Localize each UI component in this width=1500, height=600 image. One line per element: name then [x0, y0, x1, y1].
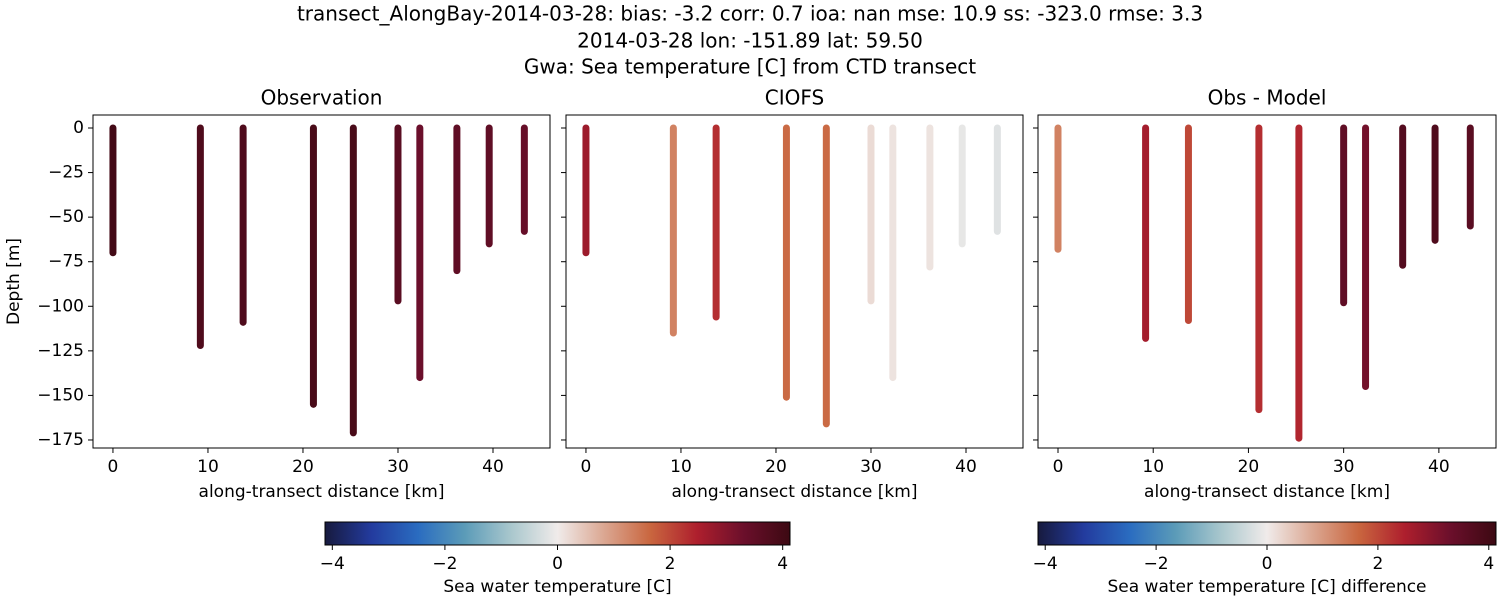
- x-axis-label: along-transect distance [km]: [199, 482, 445, 502]
- colorbar: [1037, 521, 1497, 546]
- figure-subtitle: 2014-03-28 lon: -151.89 lat: 59.50: [577, 29, 923, 53]
- x-tick-label: 10: [197, 457, 219, 477]
- panel-frame: [92, 114, 551, 449]
- colorbar-tick-label: 2: [665, 554, 676, 574]
- x-tick-label: 40: [955, 457, 977, 477]
- x-tick-label: 20: [765, 457, 787, 477]
- x-axis-label: along-transect distance [km]: [1144, 482, 1390, 502]
- colorbar-label: Sea water temperature [C] difference: [1107, 577, 1426, 597]
- profiles: [1054, 124, 1474, 442]
- colorbar-tick-label: 2: [1372, 554, 1383, 574]
- y-tick-label: −125: [37, 341, 84, 361]
- x-tick-label: 0: [1053, 457, 1064, 477]
- x-tick-label: 40: [482, 457, 504, 477]
- panel-frame: [565, 114, 1024, 449]
- colorbar-tick-label: −4: [320, 554, 345, 574]
- figure-subtitle: Gwa: Sea temperature [C] from CTD transe…: [524, 55, 976, 79]
- x-tick-label: 0: [108, 457, 119, 477]
- colorbar-tick-label: 4: [777, 554, 788, 574]
- y-tick-label: −175: [37, 430, 84, 450]
- panel-frame: [1037, 114, 1497, 449]
- panel-title: CIOFS: [765, 86, 824, 110]
- colorbar-tick-label: 0: [1262, 554, 1273, 574]
- colorbar-tick-label: −2: [432, 554, 457, 574]
- y-tick-label: −100: [37, 296, 84, 316]
- x-tick-label: 0: [581, 457, 592, 477]
- profiles: [109, 124, 528, 437]
- panel-title: Observation: [261, 86, 383, 110]
- colorbar-tick-label: 0: [552, 554, 563, 574]
- x-tick-label: 20: [292, 457, 314, 477]
- y-tick-label: 0: [73, 118, 84, 138]
- colorbar-tick-label: −4: [1033, 554, 1058, 574]
- x-tick-label: 20: [1238, 457, 1260, 477]
- x-axis-label: along-transect distance [km]: [672, 482, 918, 502]
- colorbar-label: Sea water temperature [C]: [443, 577, 671, 597]
- figure-title: transect_AlongBay-2014-03-28: bias: -3.2…: [297, 2, 1203, 26]
- x-tick-label: 10: [670, 457, 692, 477]
- x-tick-label: 30: [860, 457, 882, 477]
- panel-title: Obs - Model: [1208, 86, 1327, 110]
- y-tick-label: −75: [48, 252, 84, 272]
- y-axis-label: Depth [m]: [4, 238, 24, 325]
- x-tick-label: 30: [387, 457, 409, 477]
- profiles: [582, 124, 1001, 428]
- y-tick-label: −50: [48, 207, 84, 227]
- colorbar-tick-label: 4: [1483, 554, 1494, 574]
- colorbar: [324, 521, 791, 546]
- x-tick-label: 40: [1428, 457, 1450, 477]
- y-tick-label: −150: [37, 385, 84, 405]
- x-tick-label: 30: [1333, 457, 1355, 477]
- x-tick-label: 10: [1142, 457, 1164, 477]
- y-tick-label: −25: [48, 163, 84, 183]
- colorbar-tick-label: −2: [1144, 554, 1169, 574]
